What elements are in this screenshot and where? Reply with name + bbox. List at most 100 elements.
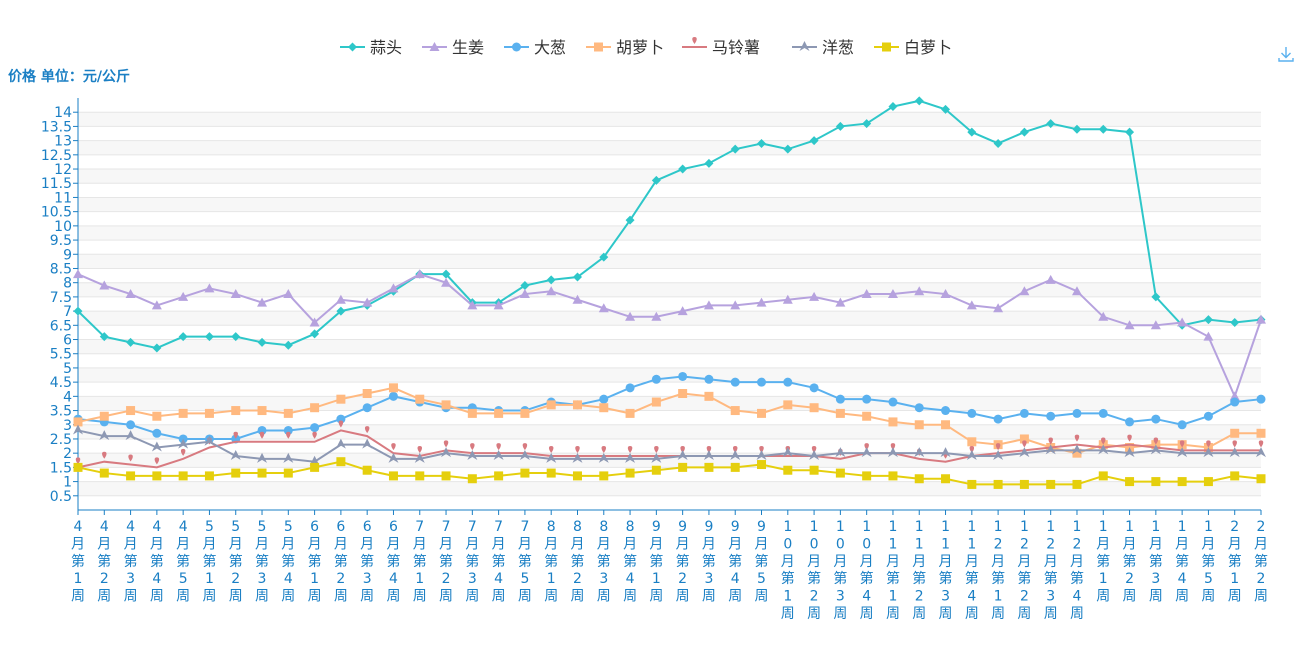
legend-item[interactable]: 生姜 [422,38,484,57]
data-point [546,286,557,296]
data-point [861,289,872,299]
data-point [730,450,741,461]
legend-marker [429,42,440,51]
data-point [496,443,501,451]
data-point [625,311,636,321]
legend-item[interactable]: 马铃薯 [682,37,760,57]
data-point [704,462,714,472]
legend-item[interactable]: 白萝卜 [874,38,952,57]
x-tick-label: 4 月第 1 周 [71,519,85,605]
data-point [283,425,293,435]
legend: 蒜头 生姜 大葱 胡萝卜 马铃薯 洋葱 白萝卜 [340,37,952,57]
data-point [388,283,399,293]
grid-bands [78,112,1261,496]
data-point [730,462,740,472]
y-tick-label: 2 [63,446,72,462]
data-point [1256,394,1266,404]
y-tick-label: 3 [63,418,72,434]
data-point [756,297,767,307]
data-point [204,435,215,446]
legend-item[interactable]: 洋葱 [792,38,854,57]
series-line [77,99,1262,350]
data-point [651,452,662,463]
grid-band [78,225,1261,241]
x-tick-label: 5 月第 4 周 [281,519,295,605]
data-point [1098,444,1109,455]
x-axis: 4 月第 1 周 4 月第 2 周 4 月第 3 周 4 月第 4 周 4 月第 5 周 5 月第 1 周 5 月第 2 周 5 月第 3 周… [71,509,1268,622]
series-line [77,429,1261,469]
legend-label: 胡萝卜 [616,38,664,57]
data-point [651,465,661,475]
data-point [336,457,346,467]
legend-item[interactable]: 胡萝卜 [586,38,664,57]
x-tick-label: 1 月第 1 周 [1096,519,1110,605]
y-tick-label: 1 [63,475,72,491]
data-point [1098,408,1108,418]
data-point [835,297,846,307]
data-point [678,389,688,399]
data-point [99,468,109,478]
data-point [914,403,924,413]
series-line [77,273,1262,400]
data-point [441,400,451,410]
data-point [178,438,189,449]
data-point [522,443,528,451]
data-point [835,121,845,131]
data-point [1177,317,1188,327]
x-tick-label: 7 月第 1 周 [413,519,427,605]
data-point [1230,397,1240,407]
data-point [1045,444,1056,455]
x-tick-label: 7 月第 2 周 [439,519,453,605]
data-point [993,138,1003,148]
data-point [257,452,268,463]
data-point [887,289,898,299]
data-point [1151,414,1161,424]
data-point [1256,447,1266,458]
data-point [888,417,898,427]
data-point [1071,444,1082,455]
data-point [519,289,530,299]
legend-item[interactable]: 蒜头 [340,38,402,57]
data-point [1072,479,1082,489]
data-point [1203,411,1213,421]
data-point [283,289,294,299]
y-tick-label: 12 [54,162,72,178]
data-point [1045,274,1056,284]
legend-label: 大葱 [534,38,566,57]
data-point [73,269,83,279]
data-point [1019,127,1029,137]
data-point [1098,311,1109,321]
legend-marker [512,42,521,52]
data-point [1151,477,1161,487]
data-point [757,138,767,148]
x-tick-label: 7 月第 4 周 [492,519,506,605]
x-tick-label: 1 1 月第 1 周 [886,519,900,622]
grid-band [78,112,1261,127]
data-point [362,389,372,399]
data-point [888,102,898,112]
legend-label: 马铃薯 [712,38,760,57]
y-tick-label: 4.5 [50,375,72,391]
legend-item[interactable]: 大葱 [504,38,566,57]
data-point [1125,127,1135,137]
data-point [309,317,320,327]
data-point [730,406,740,416]
data-point [362,465,372,475]
data-point [861,447,872,458]
x-tick-label: 1 2 月第 3 周 [1044,519,1058,622]
download-icon[interactable] [1277,45,1295,63]
data-point [388,452,399,463]
y-axis-label: 价格 单位：元/公斤 [8,69,130,85]
data-point [703,300,714,310]
data-point [967,127,977,137]
x-tick-label: 8 月第 3 周 [597,519,611,605]
data-point [809,465,819,475]
data-point [651,311,662,321]
data-point [677,306,688,316]
series-line [77,429,1261,463]
data-point [809,450,820,461]
data-point [809,291,820,301]
data-point [1127,434,1132,442]
grid-band [78,311,1261,326]
data-point [1125,417,1135,427]
